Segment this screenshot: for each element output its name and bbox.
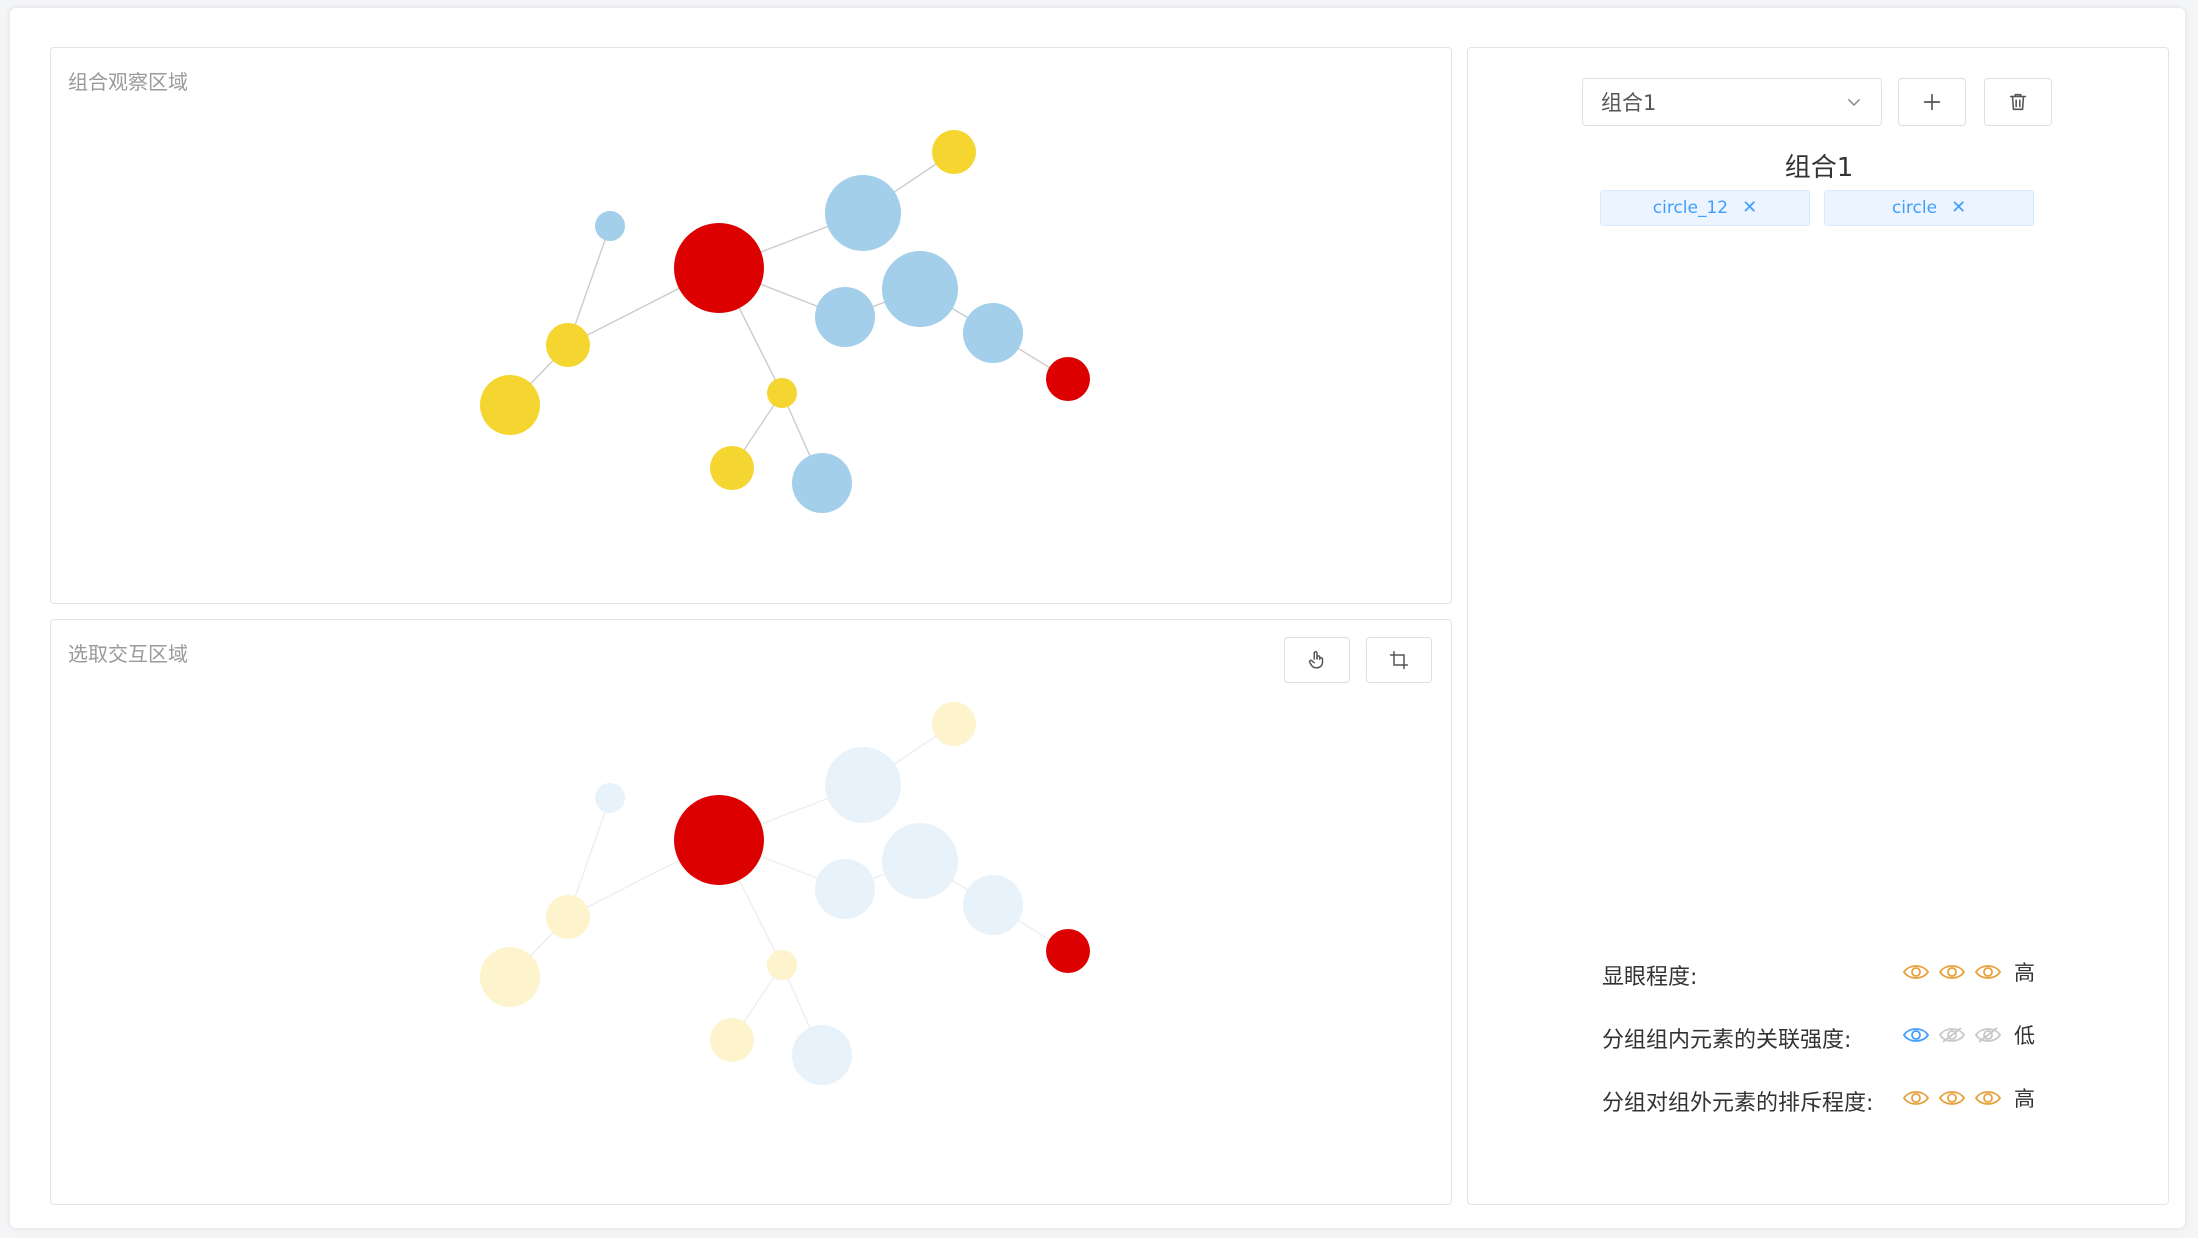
graph-node-n8[interactable] [882, 251, 958, 327]
rating-label-salience: 显眼程度: [1602, 965, 1698, 990]
member-tag-label: circle_12 [1652, 198, 1729, 218]
graph-node-n5[interactable] [825, 175, 901, 251]
graph-node-n4[interactable] [480, 947, 540, 1007]
rating-label-exclusion: 分组对组外元素的排斥程度: [1602, 1091, 1874, 1116]
group-select[interactable]: 组合1 [1582, 78, 1882, 126]
eye-icon[interactable] [1938, 962, 1966, 982]
eye-off-icon[interactable] [1938, 1025, 1966, 1045]
app-frame: 组合观察区域 选取交互区域 组合1 [10, 8, 2185, 1228]
eye-icon[interactable] [1974, 962, 2002, 982]
graph-node-n9[interactable] [963, 303, 1023, 363]
plus-icon [1923, 93, 1941, 111]
observe-panel: 组合观察区域 [50, 47, 1452, 604]
rating-level: 高 [2014, 961, 2035, 985]
rating-level: 高 [2014, 1087, 2035, 1111]
close-icon[interactable]: ✕ [1742, 197, 1758, 218]
graph-node-n2[interactable] [595, 211, 625, 241]
graph-node-n13[interactable] [792, 1025, 852, 1085]
graph-node-n6[interactable] [932, 702, 976, 746]
delete-group-button[interactable] [1984, 78, 2052, 126]
select-graph[interactable] [51, 620, 1453, 1206]
graph-node-n3[interactable] [546, 895, 590, 939]
rating-salience: 高 [1902, 957, 2035, 987]
add-group-button[interactable] [1898, 78, 1966, 126]
graph-node-n10[interactable] [1046, 929, 1090, 973]
eye-icon[interactable] [1938, 1088, 1966, 1108]
group-side-panel: 组合1 组合1 circle_12 ✕ circle ✕ 显眼程度: 高 分组组… [1467, 47, 2169, 1205]
crop-icon [1389, 650, 1409, 670]
rating-label-cohesion: 分组组内元素的关联强度: [1602, 1028, 1852, 1053]
member-tag-label: circle [1891, 198, 1938, 218]
graph-node-n3[interactable] [546, 323, 590, 367]
graph-node-n12[interactable] [710, 446, 754, 490]
eye-off-icon[interactable] [1974, 1025, 2002, 1045]
select-panel-title: 选取交互区域 [68, 642, 188, 666]
hand-icon [1308, 651, 1324, 669]
graph-node-n1[interactable] [674, 223, 764, 313]
member-tag: circle ✕ [1824, 190, 2034, 226]
graph-node-n8[interactable] [882, 823, 958, 899]
graph-node-n12[interactable] [710, 1018, 754, 1062]
eye-icon[interactable] [1902, 962, 1930, 982]
observe-panel-title: 组合观察区域 [68, 70, 188, 94]
chevron-down-icon [1848, 99, 1860, 106]
crop-tool-button[interactable] [1366, 637, 1432, 683]
graph-node-n7[interactable] [815, 859, 875, 919]
graph-node-n11[interactable] [767, 378, 797, 408]
eye-icon[interactable] [1974, 1088, 2002, 1108]
graph-node-n1[interactable] [674, 795, 764, 885]
graph-node-n5[interactable] [825, 747, 901, 823]
close-icon[interactable]: ✕ [1951, 197, 1967, 218]
member-tag: circle_12 ✕ [1600, 190, 1810, 226]
eye-icon[interactable] [1902, 1088, 1930, 1108]
observe-graph [480, 130, 1090, 513]
trash-icon [2009, 93, 2027, 111]
group-select-value: 组合1 [1601, 91, 1657, 115]
hand-tool-button[interactable] [1284, 637, 1350, 683]
rating-level: 低 [2014, 1024, 2035, 1048]
rating-cohesion: 低 [1902, 1020, 2035, 1050]
graph-node-n10[interactable] [1046, 357, 1090, 401]
group-title: 组合1 [1784, 153, 1854, 183]
select-panel: 选取交互区域 [50, 619, 1452, 1205]
rating-exclusion: 高 [1902, 1083, 2035, 1113]
graph-node-n4[interactable] [480, 375, 540, 435]
graph-node-n11[interactable] [767, 950, 797, 980]
graph-node-n13[interactable] [792, 453, 852, 513]
graph-node-n7[interactable] [815, 287, 875, 347]
graph-node-n2[interactable] [595, 783, 625, 813]
graph-node-n6[interactable] [932, 130, 976, 174]
graph-node-n9[interactable] [963, 875, 1023, 935]
eye-icon[interactable] [1902, 1025, 1930, 1045]
